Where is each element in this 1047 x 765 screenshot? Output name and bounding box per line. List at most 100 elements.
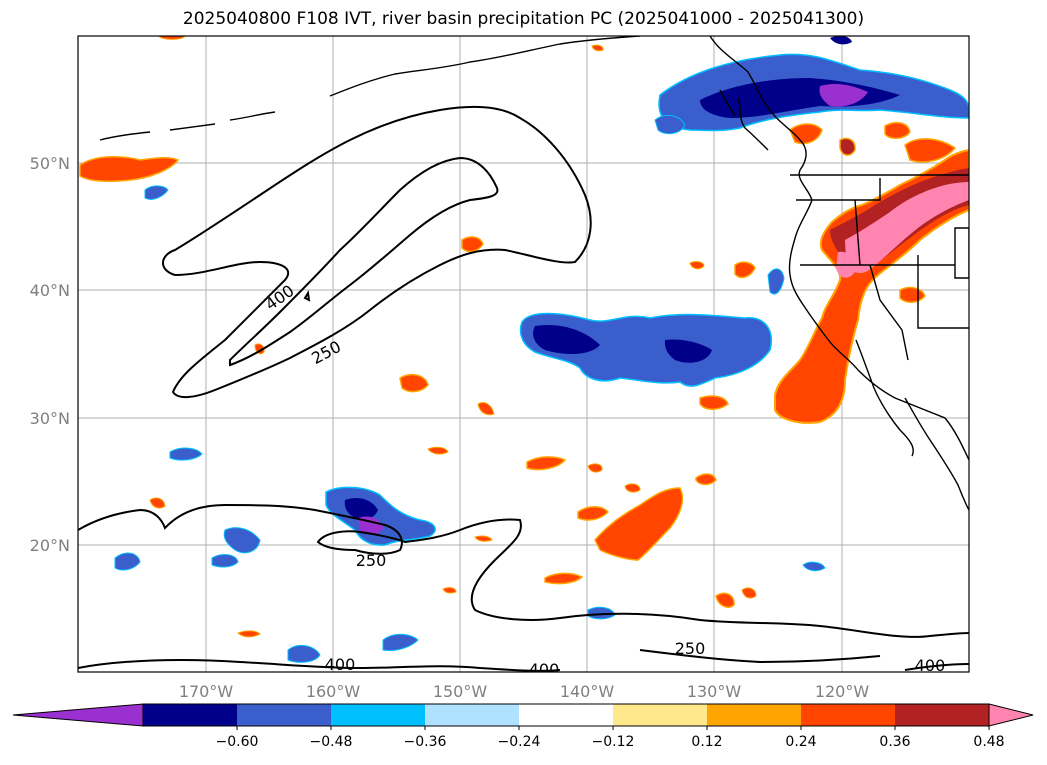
colorbar-segment — [519, 704, 614, 726]
north-pacific-orange-1 — [461, 236, 484, 253]
bc-coast-purple-core — [819, 84, 868, 107]
central-pacific-darkblue-core — [533, 324, 600, 355]
lon-tick-labels: 170°W 160°W 150°W 140°W 130°W 120°W — [179, 682, 870, 701]
tropics-blue-small-5 — [287, 644, 321, 663]
subtropics-orange-3 — [544, 572, 584, 585]
positive-precip-anomalies — [79, 36, 969, 638]
colorbar-extend-low — [12, 703, 144, 727]
subtropics-orange-7 — [715, 592, 735, 608]
bc-coast-blue-small — [654, 114, 686, 135]
tropics-orange-1 — [149, 497, 166, 509]
lat-tick-50n: 50°N — [30, 154, 70, 173]
bc-islands — [719, 89, 769, 151]
colorbar-segment — [707, 704, 802, 726]
top-orange-speck — [591, 44, 604, 52]
colorbar: −0.60 −0.48 −0.36 −0.24 −0.12 0.12 0.24 0.36 0.4… — [12, 703, 1034, 750]
baja-coastline — [855, 339, 914, 457]
colorbar-tick-label: 0.24 — [785, 734, 816, 750]
tropics-orange-5 — [442, 587, 457, 594]
colorbar-outline — [142, 703, 990, 727]
colorbar-tick-label: 0.48 — [973, 734, 1004, 750]
mexico-coastline — [904, 397, 969, 511]
central-pacific-darkblue-core-2 — [664, 339, 712, 363]
contour-label-400-south-right: 400 — [915, 656, 946, 675]
subtropics-orange-8 — [741, 587, 757, 599]
sierra-blue-small — [767, 268, 785, 295]
ivt-250-tropics — [78, 503, 969, 638]
colorbar-segment — [331, 704, 426, 726]
colorbar-tick-label: −0.12 — [592, 734, 635, 750]
tropics-blue-small-2 — [114, 552, 141, 571]
lon-tick-170w: 170°W — [179, 682, 234, 701]
contour-label-400-south-left: 400 — [325, 655, 356, 674]
tropics-orange-4 — [474, 535, 493, 542]
tropics-blue-small-4 — [169, 447, 203, 461]
colorbar-tick-label: −0.60 — [216, 734, 259, 750]
subtropics-orange-5 — [587, 463, 603, 473]
north-pacific-orange-2 — [399, 373, 429, 393]
map-title: 2025040800 F108 IVT, river basin precipi… — [182, 9, 865, 29]
contour-label-250-north: 250 — [308, 337, 344, 368]
contour-label-400-north: 400 — [262, 281, 298, 314]
contour-label-250-south: 250 — [675, 639, 706, 658]
central-pacific-blue-blob — [519, 312, 772, 387]
colorbar-segment — [143, 704, 238, 726]
colorbar-tick-label: −0.48 — [310, 734, 353, 750]
contour-label-250-tropics: 250 — [356, 551, 387, 570]
colorbar-tick-label: 0.12 — [691, 734, 722, 750]
colorbar-tick-label: −0.36 — [404, 734, 447, 750]
baja-blue-small — [802, 561, 826, 572]
tropics-darkblue-core — [344, 498, 378, 520]
lon-tick-160w: 160°W — [306, 682, 361, 701]
subtropics-orange-1 — [526, 456, 567, 471]
ivt-400-north-speck — [303, 290, 311, 302]
north-pacific-orange-4 — [477, 402, 495, 416]
ivt-contours — [78, 105, 969, 672]
ivt-400-south — [78, 659, 561, 672]
bc-orange-2 — [884, 121, 911, 139]
map-frame — [77, 35, 970, 673]
north-blue-small — [144, 185, 169, 200]
colorbar-extend-high — [988, 703, 1034, 727]
idaho-orange — [899, 286, 926, 303]
lon-tick-120w: 120°W — [815, 682, 870, 701]
ivt-400-north — [229, 156, 499, 367]
contour-label-400-south-mid: 400 — [529, 660, 560, 679]
colorbar-segment — [237, 704, 332, 726]
lat-tick-40n: 40°N — [30, 281, 70, 300]
bc-orange-4 — [904, 138, 957, 163]
subtropics-orange-big — [594, 487, 684, 561]
ivt-250-south-edge — [639, 649, 881, 664]
ivt-400-south-2 — [904, 663, 969, 671]
subtropics-orange-6 — [624, 483, 641, 493]
colorbar-tick-label: −0.24 — [498, 734, 541, 750]
tropics-blue-small-3 — [211, 554, 239, 568]
lon-tick-130w: 130°W — [687, 682, 742, 701]
lat-tick-30n: 30°N — [30, 409, 70, 428]
lat-tick-20n: 20°N — [30, 536, 70, 555]
alaska-coastline — [329, 36, 641, 97]
tropics-orange-3 — [427, 446, 449, 455]
colorbar-segment — [801, 704, 896, 726]
coastlines — [99, 36, 969, 511]
nv-orange — [734, 261, 756, 279]
tropics-orange-2 — [237, 630, 261, 638]
lon-tick-140w: 140°W — [560, 682, 615, 701]
colorbar-tick-label: 0.36 — [879, 734, 910, 750]
tropics-blue-small-1 — [223, 527, 261, 554]
west-coast-pink-core — [845, 182, 969, 274]
north-america-coastline — [709, 36, 969, 461]
us-state-borders — [790, 174, 969, 361]
aleutian-islands — [99, 111, 276, 141]
north-pacific-orange-5 — [699, 395, 729, 410]
subtropics-orange-2 — [577, 506, 610, 521]
colorbar-segment — [425, 704, 520, 726]
lon-tick-150w: 150°W — [433, 682, 488, 701]
negative-precip-anomalies — [114, 36, 969, 663]
colorbar-segment — [613, 704, 708, 726]
ivt-250-north — [162, 105, 592, 398]
lat-tick-labels: 50°N 40°N 30°N 20°N — [30, 154, 70, 555]
bc-orange-3 — [839, 137, 856, 156]
colorbar-segment — [895, 704, 990, 726]
